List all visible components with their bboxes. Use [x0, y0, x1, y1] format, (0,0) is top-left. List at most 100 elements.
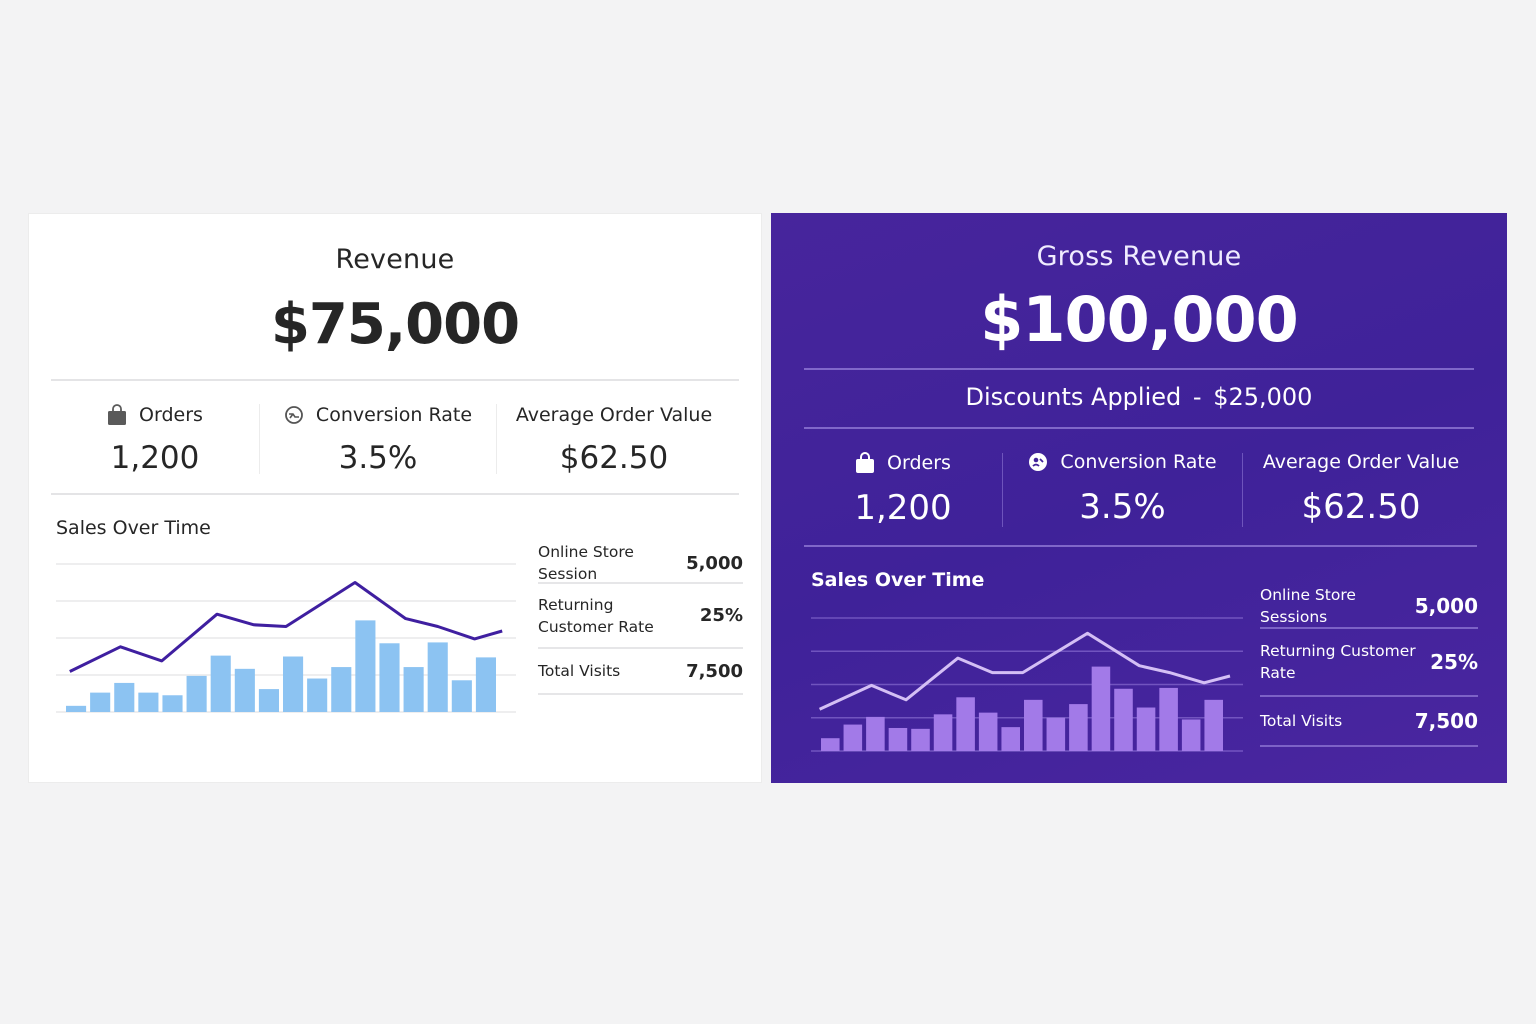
- revenue-card-light: Revenue $75,000 Orders 1,200 Conversion …: [28, 213, 762, 783]
- divider: [259, 404, 260, 474]
- bar: [403, 667, 424, 712]
- bar: [451, 680, 472, 712]
- stat-label: Online Store Sessions: [1260, 586, 1356, 626]
- sales-over-time-chart: [811, 617, 1243, 752]
- side-stats: Online Store Session 5,000 Returning Cus…: [538, 543, 743, 695]
- card-title: Gross Revenue: [1036, 241, 1242, 272]
- gross-revenue-value: $100,000: [980, 283, 1299, 356]
- bar: [956, 697, 975, 751]
- stat-total-visits: Total Visits 7,500: [1260, 697, 1478, 747]
- revenue-card-dark: Gross Revenue $100,000 Discounts Applied…: [771, 213, 1507, 783]
- bar: [186, 675, 207, 712]
- metric-value: 3.5%: [1079, 487, 1166, 527]
- stat-online-store-sessions: Online Store Session 5,000: [538, 543, 743, 584]
- sales-over-time-chart: [56, 563, 516, 713]
- stat-returning-customer-rate: Returning Customer Rate 25%: [1260, 629, 1478, 697]
- stat-value: 25%: [1430, 650, 1478, 674]
- stat-value: 25%: [699, 605, 743, 626]
- shopping-bag-icon: [856, 452, 875, 473]
- bar: [1136, 707, 1156, 751]
- metric-orders: Orders 1,200: [51, 404, 259, 476]
- metric-conversion-rate: Conversion Rate 3.5%: [1003, 451, 1242, 527]
- bar: [1046, 717, 1066, 751]
- bar: [1159, 687, 1178, 751]
- bar: [1204, 699, 1223, 751]
- stat-returning-customer-rate: Returning Customer Rate 25%: [538, 584, 743, 649]
- discount-value: $25,000: [1213, 383, 1313, 411]
- bar: [210, 655, 231, 712]
- bar: [162, 695, 183, 712]
- divider: [496, 404, 497, 474]
- metric-value: $62.50: [1301, 487, 1421, 527]
- metric-value: 1,200: [110, 440, 200, 476]
- bar: [331, 667, 352, 712]
- bar: [427, 642, 448, 712]
- metric-value: 1,200: [854, 488, 952, 528]
- stat-online-store-sessions: Online Store Sessions 5,000: [1260, 585, 1478, 629]
- stat-label: Online Store Session: [538, 543, 634, 583]
- divider: [804, 427, 1474, 429]
- chart-title: Sales Over Time: [811, 569, 985, 591]
- stat-value: 5,000: [686, 552, 743, 574]
- metric-label: Conversion Rate: [1060, 451, 1217, 473]
- stat-value: 7,500: [1414, 709, 1478, 733]
- card-title: Revenue: [335, 244, 455, 275]
- metric-average-order-value: Average Order Value $62.50: [497, 404, 731, 476]
- stat-label: Returning Customer Rate: [1260, 642, 1416, 682]
- divider: [1242, 453, 1243, 527]
- conversion-icon: [285, 406, 303, 424]
- bar: [1091, 666, 1111, 751]
- revenue-value: $75,000: [270, 292, 520, 357]
- bar: [138, 692, 159, 712]
- bar: [234, 668, 255, 712]
- metric-orders: Orders 1,200: [804, 451, 1002, 529]
- metric-value: 3.5%: [338, 440, 418, 476]
- stat-label: Total Visits: [1260, 712, 1343, 730]
- bar: [258, 689, 279, 712]
- divider: [51, 379, 739, 381]
- stat-value: 7,500: [686, 660, 743, 682]
- discount-separator: -: [1192, 383, 1202, 411]
- bar: [933, 714, 953, 751]
- conversion-icon: [1029, 453, 1048, 471]
- bar: [355, 620, 376, 712]
- bar: [888, 727, 908, 751]
- trend-line: [818, 631, 1231, 711]
- metric-label: Average Order Value: [515, 404, 713, 426]
- bar: [114, 682, 135, 712]
- metric-average-order-value: Average Order Value $62.50: [1243, 451, 1479, 527]
- bar: [866, 716, 885, 751]
- bar: [1024, 699, 1043, 751]
- chart-title: Sales Over Time: [56, 517, 211, 539]
- discount-label: Discounts Applied: [965, 383, 1182, 411]
- trend-line: [69, 581, 503, 673]
- bar: [66, 705, 87, 712]
- stat-label: Returning Customer Rate: [538, 595, 654, 636]
- bar: [843, 724, 863, 751]
- shopping-bag-icon: [108, 404, 127, 425]
- bar: [1114, 688, 1133, 751]
- bar: [978, 712, 998, 751]
- bar: [821, 738, 840, 751]
- metric-value: $62.50: [559, 440, 669, 476]
- bar: [379, 643, 400, 712]
- metric-conversion-rate: Conversion Rate 3.5%: [260, 404, 496, 476]
- metric-label: Average Order Value: [1262, 451, 1460, 473]
- bar: [1069, 704, 1088, 751]
- bar: [1001, 727, 1020, 751]
- bar: [307, 678, 328, 712]
- divider: [51, 493, 739, 495]
- side-stats: Online Store Sessions 5,000 Returning Cu…: [1260, 585, 1478, 747]
- metric-label: Conversion Rate: [315, 404, 473, 426]
- metric-label: Orders: [139, 404, 203, 426]
- divider: [804, 545, 1477, 547]
- bar: [90, 692, 111, 712]
- discounts-applied: Discounts Applied - $25,000: [771, 383, 1507, 411]
- divider: [804, 368, 1474, 370]
- stat-label: Total Visits: [538, 662, 621, 680]
- bar: [911, 728, 930, 751]
- bar: [1181, 719, 1201, 751]
- bar: [283, 656, 304, 712]
- bar: [475, 657, 496, 712]
- stat-total-visits: Total Visits 7,500: [538, 649, 743, 695]
